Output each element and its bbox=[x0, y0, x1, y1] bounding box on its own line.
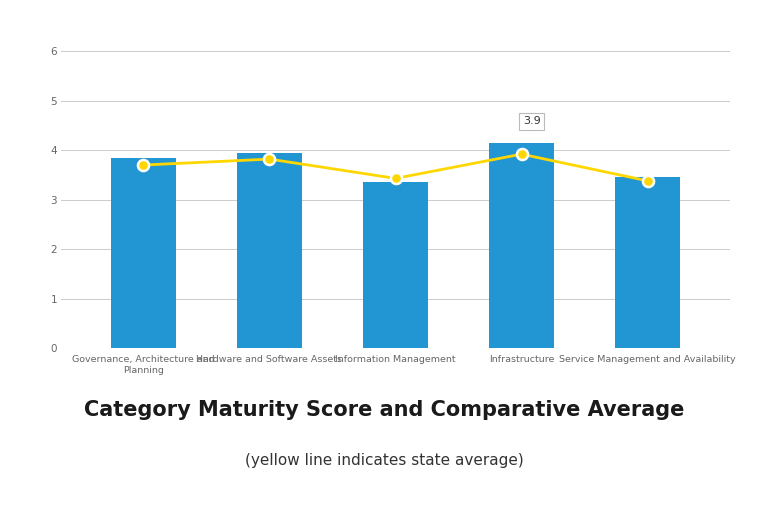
Bar bbox=[488, 143, 554, 348]
Text: 3.9: 3.9 bbox=[523, 116, 541, 126]
Bar bbox=[615, 178, 680, 348]
Bar bbox=[362, 182, 429, 348]
Bar bbox=[111, 158, 176, 348]
Text: (yellow line indicates state average): (yellow line indicates state average) bbox=[245, 453, 523, 468]
Text: Category Maturity Score and Comparative Average: Category Maturity Score and Comparative … bbox=[84, 399, 684, 420]
Bar bbox=[237, 153, 303, 348]
